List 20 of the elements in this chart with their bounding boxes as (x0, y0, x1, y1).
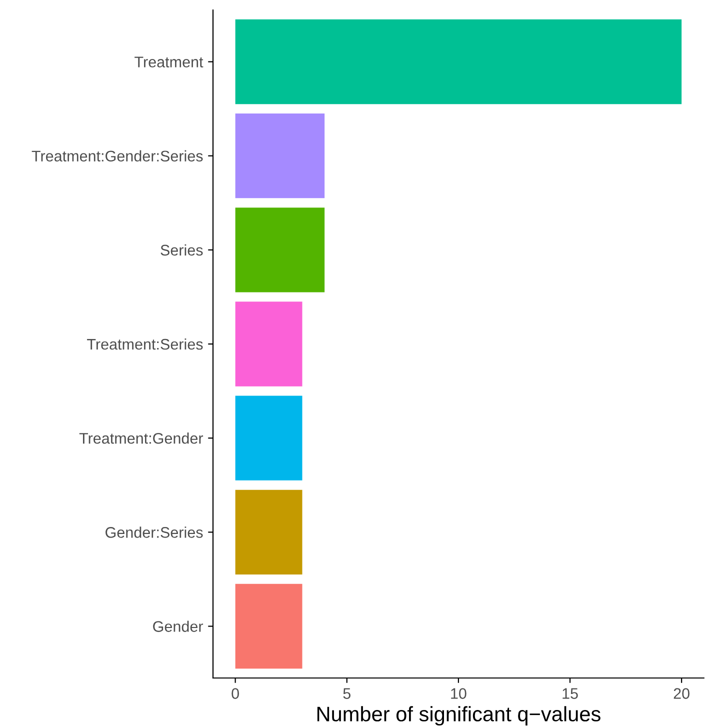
x-tick-label: 15 (562, 688, 578, 699)
bar (235, 396, 302, 480)
bar (235, 19, 682, 104)
x-tick-label: 10 (451, 688, 466, 699)
y-tick-label: Series (160, 244, 203, 256)
bar (235, 584, 302, 669)
y-tick-label: Gender:Series (106, 526, 203, 538)
x-tick-label: 0 (232, 688, 239, 699)
y-tick-label: Treatment:Gender:Series (32, 150, 203, 162)
y-tick-label: Gender (153, 620, 204, 632)
bar (235, 113, 325, 198)
x-tick-label: 20 (674, 688, 690, 699)
bar (235, 302, 302, 386)
y-tick-label: Treatment:Series (87, 338, 203, 350)
x-axis-title: Number of significant q−values (317, 706, 600, 726)
y-tick-label: Treatment:Gender (79, 432, 204, 444)
x-tick-label: 5 (343, 688, 350, 699)
bar (235, 490, 302, 575)
y-tick-label: Treatment (134, 56, 204, 68)
bar (235, 208, 325, 292)
